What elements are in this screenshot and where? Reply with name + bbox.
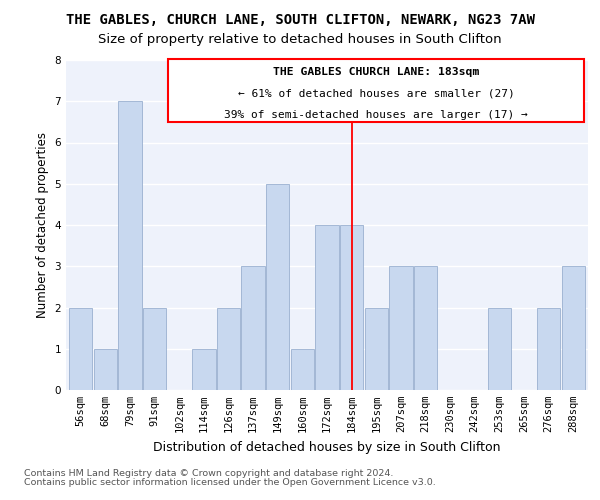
Bar (290, 349, 314, 390)
X-axis label: Distribution of detached houses by size in South Clifton: Distribution of detached houses by size … (153, 440, 501, 454)
Bar (143, 308, 166, 390)
Bar (241, 266, 265, 390)
Text: Size of property relative to detached houses in South Clifton: Size of property relative to detached ho… (98, 32, 502, 46)
Text: THE GABLES, CHURCH LANE, SOUTH CLIFTON, NEWARK, NG23 7AW: THE GABLES, CHURCH LANE, SOUTH CLIFTON, … (65, 12, 535, 26)
Text: 39% of semi-detached houses are larger (17) →: 39% of semi-detached houses are larger (… (224, 110, 528, 120)
Bar (266, 184, 289, 390)
Text: THE GABLES CHURCH LANE: 183sqm: THE GABLES CHURCH LANE: 183sqm (273, 66, 479, 76)
Bar (192, 349, 215, 390)
Bar (537, 308, 560, 390)
Text: ← 61% of detached houses are smaller (27): ← 61% of detached houses are smaller (27… (238, 89, 515, 99)
Text: Contains public sector information licensed under the Open Government Licence v3: Contains public sector information licen… (24, 478, 436, 487)
Bar (118, 101, 142, 390)
FancyBboxPatch shape (168, 59, 584, 122)
Bar (365, 308, 388, 390)
Bar (488, 308, 511, 390)
Bar (340, 225, 364, 390)
Y-axis label: Number of detached properties: Number of detached properties (36, 132, 49, 318)
Text: Contains HM Land Registry data © Crown copyright and database right 2024.: Contains HM Land Registry data © Crown c… (24, 468, 394, 477)
Bar (94, 349, 117, 390)
Bar (389, 266, 413, 390)
Bar (69, 308, 92, 390)
Bar (562, 266, 585, 390)
Bar (217, 308, 240, 390)
Bar (316, 225, 338, 390)
Bar (414, 266, 437, 390)
